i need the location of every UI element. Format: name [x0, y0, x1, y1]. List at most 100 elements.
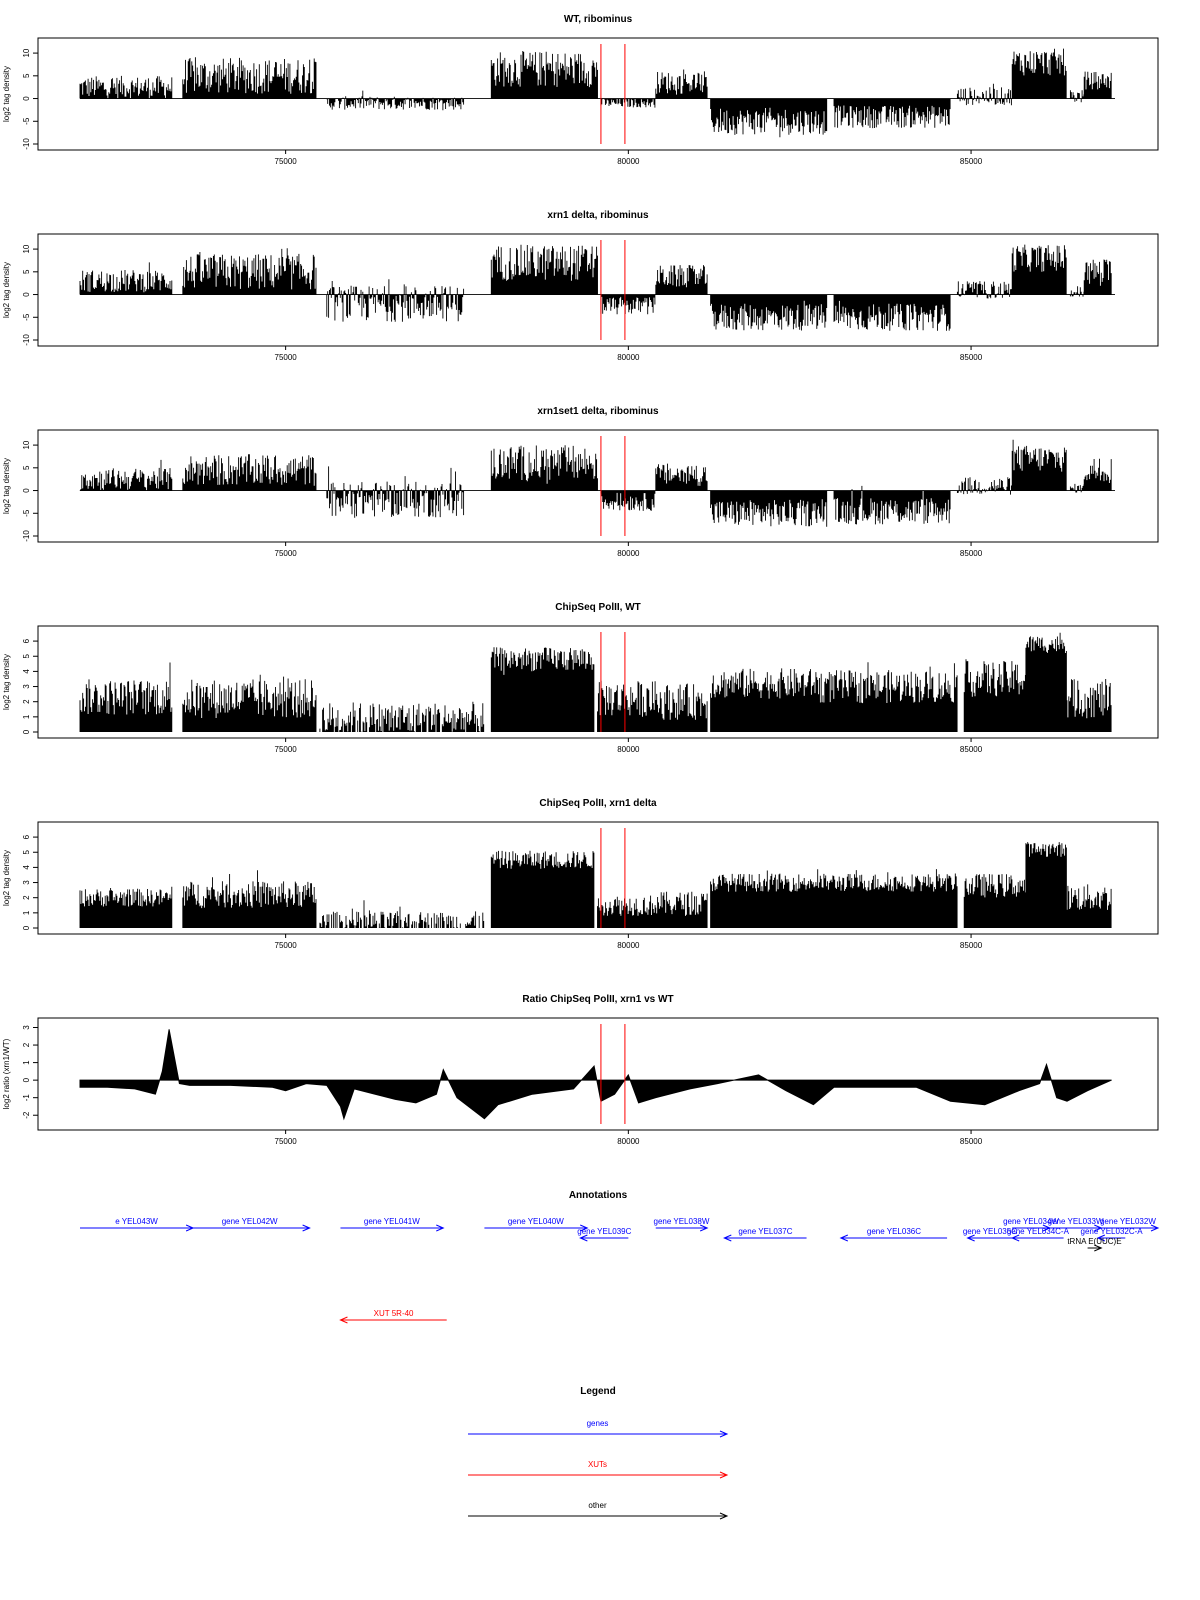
- annotation-label: gene YEL038W: [654, 1217, 710, 1226]
- data-track: [79, 48, 1115, 138]
- plot-frame: [37, 1017, 1159, 1131]
- y-axis-label: log2 ratio (xrn1/WT): [2, 1038, 11, 1109]
- x-tick-label: 85000: [960, 353, 983, 362]
- legend-label: XUTs: [588, 1460, 607, 1469]
- annotation-other: tRNA E(UUC)E: [1067, 1237, 1122, 1252]
- y-tick-label: 0: [22, 925, 31, 930]
- y-tick-label: 2: [22, 699, 31, 704]
- annotation-arrow-head: [966, 1234, 975, 1242]
- data-bars: [79, 842, 1112, 928]
- annotation-label: gene YEL034W: [1003, 1217, 1059, 1226]
- y-axis-label: log2 tag density: [2, 66, 11, 122]
- x-tick-label: 75000: [275, 745, 298, 754]
- data-track: [79, 439, 1115, 527]
- annotation-arrow-head: [1096, 1234, 1106, 1242]
- y-tick-label: 0: [22, 1077, 31, 1082]
- annotation-label: gene YEL032W: [1100, 1217, 1156, 1226]
- chart-panel-5: ChipSeq PolII, xrn1 delta 0 1 2 3 4 5 6 log2 tag…: [2, 798, 1159, 950]
- y-tick-label: 0: [22, 729, 31, 734]
- y-tick-label: 5: [22, 269, 31, 274]
- x-tick-label: 80000: [617, 353, 640, 362]
- annotation-arrow-head: [1042, 1224, 1052, 1232]
- y-tick-label: 10: [22, 48, 31, 57]
- x-tick-label: 85000: [960, 549, 983, 558]
- x-tick-label: 80000: [617, 549, 640, 558]
- x-tick-label: 75000: [275, 549, 298, 558]
- y-tick-label: -10: [22, 530, 31, 542]
- y-tick-label: 1: [22, 714, 31, 719]
- y-tick-label: 0: [22, 96, 31, 101]
- annotation-label: gene YEL035C: [963, 1227, 1017, 1236]
- y-tick-label: 5: [22, 849, 31, 854]
- annotation-arrow-head: [699, 1224, 709, 1232]
- data-bars: [79, 439, 1112, 527]
- annotation-arrow-head: [1150, 1224, 1160, 1232]
- annotation-label: XUT 5R-40: [374, 1309, 414, 1318]
- annotation-xut: XUT 5R-40: [339, 1309, 447, 1324]
- y-tick-label: 1: [22, 910, 31, 915]
- y-tick-label: -1: [22, 1094, 31, 1102]
- ratio-area: [79, 1029, 1112, 1121]
- panel-title: xrn1set1 delta, ribominus: [537, 406, 659, 417]
- y-tick-label: 4: [22, 669, 31, 674]
- y-axis-label: log2 tag density: [2, 850, 11, 906]
- annotation-gene: gene YEL042W: [189, 1217, 311, 1232]
- annotations-title: Annotations: [569, 1190, 628, 1201]
- chart-panel-3: xrn1set1 delta, ribominus -10 -5 0 5 10 log2 t…: [2, 406, 1159, 558]
- annotation-label: gene YEL037C: [738, 1227, 792, 1236]
- annotation-arrow-head: [302, 1224, 311, 1232]
- chart-panel-6: Ratio ChipSeq PolII, xrn1 vs WT -2 -1 0 1 2 3 l…: [2, 994, 1159, 1146]
- y-tick-label: 0: [22, 488, 31, 493]
- legend-item-xut: XUTs: [468, 1460, 729, 1479]
- plot-frame: [37, 625, 1159, 739]
- y-tick-label: 5: [22, 73, 31, 78]
- y-tick-label: 6: [22, 834, 31, 839]
- legend-label: genes: [587, 1419, 609, 1428]
- y-tick-label: 5: [22, 465, 31, 470]
- annotation-arrow-head: [580, 1224, 589, 1232]
- y-tick-label: 5: [22, 653, 31, 658]
- annotation-gene: gene YEL032W: [1097, 1217, 1160, 1232]
- x-tick-label: 75000: [275, 157, 298, 166]
- panel-title: ChipSeq PolII, xrn1 delta: [539, 798, 657, 809]
- annotation-arrow-head: [1010, 1234, 1020, 1242]
- panel-title: xrn1 delta, ribominus: [547, 210, 649, 221]
- annotation-gene: gene YEL035C: [963, 1227, 1017, 1242]
- y-tick-label: -5: [22, 117, 31, 125]
- y-tick-label: 10: [22, 244, 31, 253]
- plot-frame: [37, 37, 1159, 151]
- annotation-gene: gene YEL039C: [577, 1227, 632, 1242]
- legend-arrow-head: [719, 1471, 729, 1479]
- chart-panel-1: WT, ribominus -10 -5 0 5 10 log2 tag density 75…: [2, 14, 1159, 166]
- data-track: [79, 632, 1112, 732]
- legend-item-other: other: [468, 1501, 729, 1520]
- y-tick-label: -10: [22, 334, 31, 346]
- x-tick-label: 80000: [617, 941, 640, 950]
- y-tick-label: -10: [22, 138, 31, 150]
- annotation-label: gene YEL039C: [577, 1227, 631, 1236]
- y-tick-label: 2: [22, 895, 31, 900]
- data-bars: [79, 48, 1112, 138]
- annotation-label: gene YEL032C-A: [1081, 1227, 1144, 1236]
- annotation-label: gene YEL034C-A: [1007, 1227, 1070, 1236]
- data-track: [79, 842, 1112, 928]
- y-tick-label: 3: [22, 880, 31, 885]
- data-bars: [79, 632, 1112, 732]
- y-tick-label: -5: [22, 509, 31, 517]
- data-track: [79, 1029, 1112, 1121]
- annotation-arrow-head: [436, 1224, 445, 1232]
- plot-frame: [37, 821, 1159, 935]
- annotation-arrow-head: [1094, 1244, 1103, 1252]
- annotation-label: tRNA E(UUC)E: [1067, 1237, 1121, 1246]
- annotation-gene: gene YEL034W: [1003, 1217, 1059, 1232]
- annotations-panel: Annotations e YEL043W gene YEL042W gene YEL…: [80, 1190, 1160, 1324]
- annotation-label: gene YEL033W: [1048, 1217, 1104, 1226]
- annotation-gene: gene YEL034C-A: [1007, 1227, 1070, 1242]
- annotation-arrow-head: [339, 1316, 348, 1324]
- x-tick-label: 85000: [960, 157, 983, 166]
- y-axis-label: log2 tag density: [2, 654, 11, 710]
- x-tick-label: 85000: [960, 745, 983, 754]
- annotation-label: gene YEL042W: [222, 1217, 278, 1226]
- y-tick-label: -2: [22, 1111, 31, 1119]
